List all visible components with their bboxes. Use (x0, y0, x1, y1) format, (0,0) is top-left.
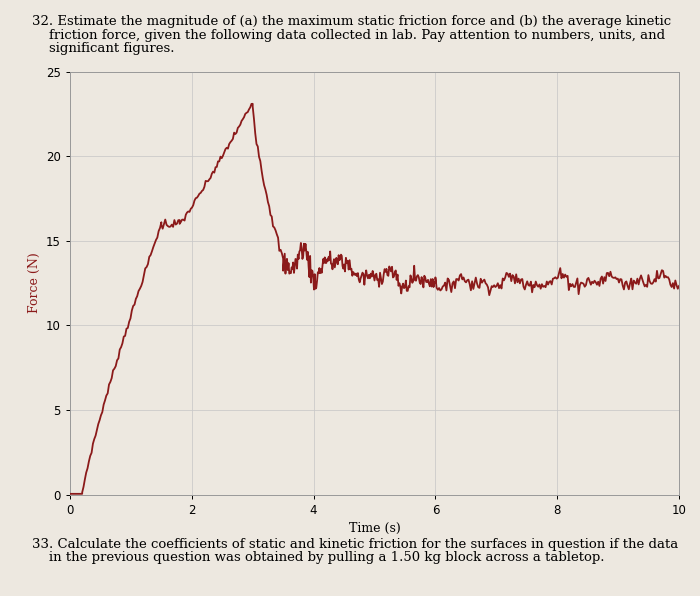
Text: in the previous question was obtained by pulling a 1.50 kg block across a tablet: in the previous question was obtained by… (32, 551, 604, 564)
X-axis label: Time (s): Time (s) (349, 522, 400, 535)
Text: 33. Calculate the coefficients of static and kinetic friction for the surfaces i: 33. Calculate the coefficients of static… (32, 538, 678, 551)
Text: friction force, given the following data collected in lab. Pay attention to numb: friction force, given the following data… (32, 29, 664, 42)
Text: 32. Estimate the magnitude of (a) the maximum static friction force and (b) the : 32. Estimate the magnitude of (a) the ma… (32, 15, 671, 28)
Text: significant figures.: significant figures. (32, 42, 174, 55)
Y-axis label: Force (N): Force (N) (27, 253, 41, 313)
